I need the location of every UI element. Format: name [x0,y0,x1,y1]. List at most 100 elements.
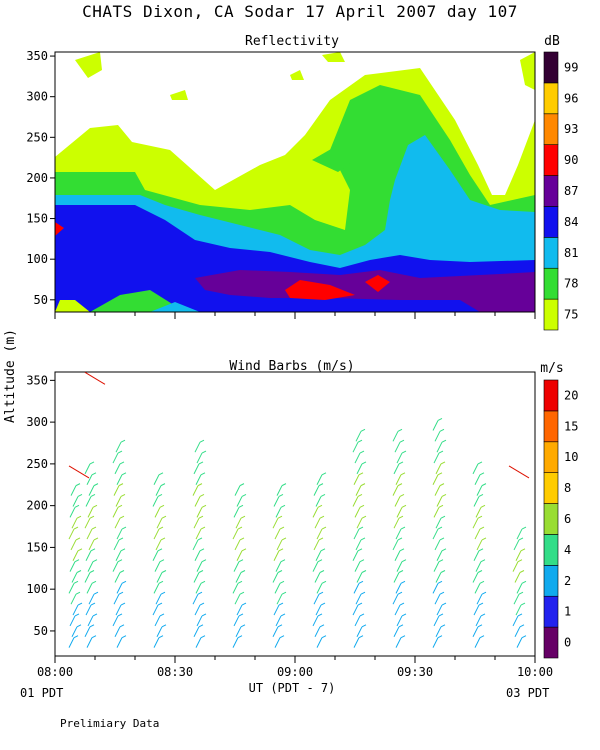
wind-barb [352,496,359,507]
wind-barb [356,517,363,529]
wind-barb-flag [277,570,283,573]
wind-barb-flag [121,580,127,584]
wind-barb [392,593,399,605]
wind-barb-flag [437,580,443,584]
wind-barb-flag [317,559,323,563]
colorbar-label: 8 [564,481,571,495]
wind-barb-flag [90,494,96,497]
wind-barb [88,593,95,605]
wind-barb [315,604,322,616]
wind-barb [353,583,360,594]
x-axis-label: UT (PDT - 7) [249,681,336,695]
wind-barb-flag [440,461,446,465]
reflectivity-x-axis [54,312,536,319]
colorbar-label: 4 [564,543,571,557]
wind-barb-flag [76,624,82,628]
wind-barb [515,550,522,562]
wind-barb-flag [357,602,363,606]
wind-barb [436,550,443,562]
wind-barb-flag [197,591,203,595]
wind-barb [432,474,439,485]
wind-barb-flag [158,580,164,584]
wind-barb [514,572,521,583]
wind-barb [436,496,443,507]
wind-barb [233,507,240,518]
reflectivity-band-81-wedge [150,302,200,312]
wind-barb [234,485,241,496]
wind-barb [69,507,76,518]
wind-barb [313,485,320,496]
wind-barb [72,604,79,616]
wind-barb-flag [119,515,125,519]
wind-barb [434,539,441,551]
wind-barb-flag [360,428,366,432]
wind-barb-flag [399,494,405,497]
wind-barb-flag [478,548,484,552]
wind-barb [85,550,92,562]
wind-barb-flag [317,504,323,508]
wind-barb-flag [481,537,487,541]
wind-barb [392,485,399,496]
wind-barb-flag [199,494,205,497]
wind-barb-flag [360,537,366,541]
wind-barb [192,485,199,496]
wind-barb-flag [92,504,98,508]
wind-barb [274,637,281,648]
wind-barb-flag [120,602,126,606]
wind-barbs-plot [54,371,536,657]
wind-barb-flag [280,504,286,508]
x-tick-label: 09:00 [277,665,313,679]
colorbar-swatch [543,175,559,207]
colorbar-label: 78 [564,277,578,291]
wind-barb [474,474,481,485]
wind-barb [86,474,93,485]
y-tick-label: 350 [26,373,48,387]
wind-barb-flag [478,602,484,606]
wind-barb [154,507,161,518]
wind-barb [232,528,239,540]
wind-barb-flag [440,624,446,628]
wind-barb-flag [279,526,285,530]
wind-barb-flag [479,526,485,530]
wind-barb-flag [400,580,406,584]
wind-barb-flag [121,526,127,530]
wind-barb [434,593,441,605]
wind-barb [112,452,119,464]
y-tick-label: 250 [26,457,48,471]
wind-barb [475,507,482,518]
reflectivity-band-78-bottom [90,290,185,312]
wind-colorbar-unit: m/s [540,361,563,376]
y-tick-label: 200 [26,171,48,185]
wind-barb-flag [238,613,244,617]
wind-barb [112,507,119,518]
wind-barb-flag [441,548,447,552]
wind-barb-flag [240,515,246,519]
wind-barb-flag [277,624,283,628]
wind-barb-flag [279,635,285,639]
wind-barb [116,583,123,594]
wind-barb [194,550,201,562]
wind-barb-flag [277,515,283,519]
wind-barb [115,604,122,616]
wind-barb-flag [89,461,95,465]
wind-barb-flag [401,559,407,563]
wind-barb-flag [521,526,527,530]
wind-barb-flag [93,537,99,541]
wind-barb [114,463,121,475]
colorbar-label: 0 [564,636,571,650]
wind-barb [276,593,283,605]
wind-barb [316,583,323,594]
y-tick-label: 50 [34,293,48,307]
wind-barb-flag [237,526,243,530]
wind-barb [112,615,119,627]
wind-barb-flag [157,602,163,606]
wind-barb [515,604,522,616]
wind-barb-flag [318,537,324,541]
wind-barb-flag [158,472,164,476]
x-tick-label: 09:30 [397,665,433,679]
wind-barb-flag [200,472,206,476]
wind-barb-flag [357,494,363,497]
wind-barb-flag [477,515,483,519]
wind-barb-flag [318,483,324,487]
wind-barb-flag [159,504,165,508]
